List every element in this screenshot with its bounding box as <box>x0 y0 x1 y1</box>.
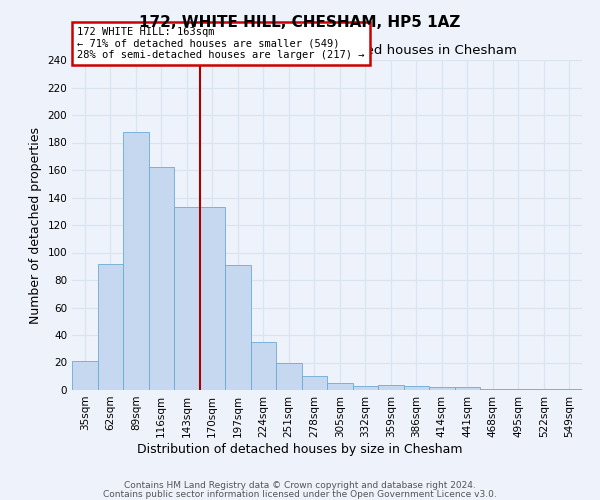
Bar <box>531 388 557 390</box>
Bar <box>276 362 302 390</box>
Y-axis label: Number of detached properties: Number of detached properties <box>29 126 42 324</box>
Bar <box>72 361 97 390</box>
Bar <box>251 342 276 390</box>
Text: Contains HM Land Registry data © Crown copyright and database right 2024.: Contains HM Land Registry data © Crown c… <box>124 481 476 490</box>
Text: Contains public sector information licensed under the Open Government Licence v3: Contains public sector information licen… <box>103 490 497 499</box>
Bar <box>302 376 327 390</box>
Bar <box>429 387 455 390</box>
Bar <box>557 388 582 390</box>
Bar <box>97 264 123 390</box>
Bar <box>378 384 404 390</box>
Bar <box>149 167 174 390</box>
Bar <box>225 265 251 390</box>
Text: 172, WHITE HILL, CHESHAM, HP5 1AZ: 172, WHITE HILL, CHESHAM, HP5 1AZ <box>139 15 461 30</box>
Bar <box>404 386 429 390</box>
Text: Distribution of detached houses by size in Chesham: Distribution of detached houses by size … <box>137 442 463 456</box>
Bar <box>455 387 480 390</box>
Bar <box>327 383 353 390</box>
Bar <box>505 388 531 390</box>
Bar <box>480 388 505 390</box>
Title: Size of property relative to detached houses in Chesham: Size of property relative to detached ho… <box>137 44 517 58</box>
Bar <box>353 386 378 390</box>
Bar <box>123 132 149 390</box>
Bar <box>199 207 225 390</box>
Bar <box>174 207 199 390</box>
Text: 172 WHITE HILL: 163sqm
← 71% of detached houses are smaller (549)
28% of semi-de: 172 WHITE HILL: 163sqm ← 71% of detached… <box>77 27 365 60</box>
